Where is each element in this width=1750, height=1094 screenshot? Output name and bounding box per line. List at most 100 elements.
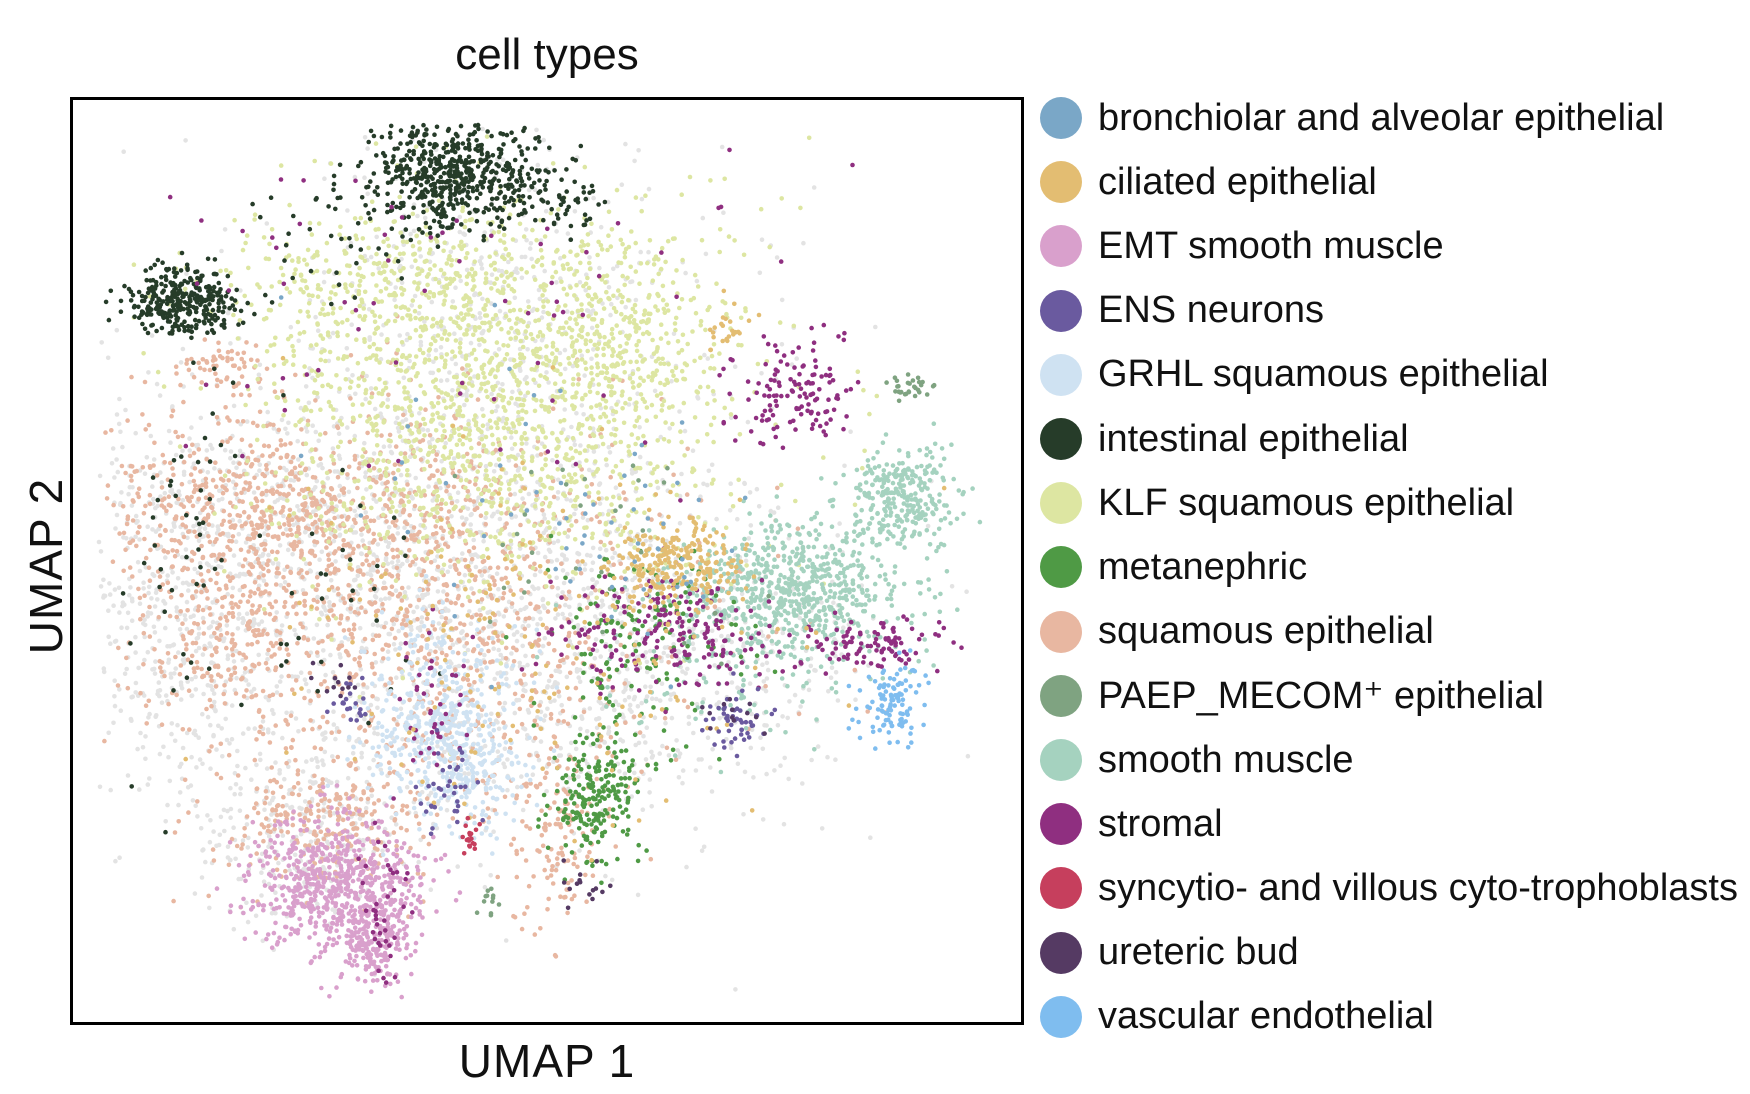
point-unassigned bbox=[497, 308, 503, 314]
point-squamous-epithelial bbox=[241, 360, 247, 365]
point-squamous-epithelial bbox=[369, 602, 375, 607]
point-squamous-epithelial bbox=[350, 550, 356, 556]
point-squamous-epithelial bbox=[285, 533, 290, 538]
point-unassigned bbox=[108, 787, 113, 793]
point-unassigned bbox=[511, 632, 517, 637]
point-squamous-epithelial bbox=[261, 838, 266, 844]
point-squamous-epithelial bbox=[302, 603, 308, 608]
point-unassigned bbox=[165, 644, 170, 649]
point-unassigned bbox=[119, 625, 124, 630]
point-unassigned bbox=[665, 653, 671, 659]
point-squamous-epithelial bbox=[314, 540, 320, 545]
point-squamous-epithelial bbox=[140, 412, 145, 417]
point-unassigned bbox=[196, 625, 202, 631]
point-unassigned bbox=[120, 603, 125, 609]
point-unassigned bbox=[640, 807, 646, 812]
point-unassigned bbox=[257, 362, 263, 368]
point-unassigned bbox=[106, 730, 111, 736]
point-unassigned bbox=[323, 735, 328, 741]
point-squamous-epithelial bbox=[277, 491, 283, 497]
point-squamous-epithelial bbox=[220, 604, 225, 609]
point-squamous-epithelial bbox=[264, 423, 270, 429]
point-squamous-epithelial bbox=[324, 567, 330, 573]
point-squamous-epithelial bbox=[320, 777, 325, 782]
point-squamous-epithelial bbox=[404, 804, 410, 809]
point-unassigned bbox=[117, 855, 122, 860]
point-unassigned bbox=[244, 822, 250, 827]
point-unassigned bbox=[304, 472, 310, 478]
point-squamous-epithelial bbox=[446, 509, 452, 514]
point-unassigned bbox=[152, 630, 158, 635]
point-squamous-epithelial bbox=[230, 652, 236, 658]
point-unassigned bbox=[472, 374, 477, 379]
point-unassigned bbox=[298, 670, 304, 675]
point-unassigned bbox=[638, 249, 643, 255]
point-unassigned bbox=[152, 671, 158, 676]
point-unassigned bbox=[794, 356, 799, 361]
point-unassigned bbox=[339, 640, 345, 645]
point-squamous-epithelial bbox=[240, 419, 246, 424]
point-unassigned bbox=[354, 513, 360, 518]
point-unassigned bbox=[175, 722, 180, 728]
point-squamous-epithelial bbox=[157, 533, 163, 538]
point-unassigned bbox=[450, 642, 456, 647]
point-squamous-epithelial bbox=[223, 405, 228, 410]
point-squamous-epithelial bbox=[499, 577, 505, 582]
point-unassigned bbox=[577, 602, 582, 608]
point-squamous-epithelial bbox=[249, 694, 254, 700]
point-squamous-epithelial bbox=[181, 504, 187, 510]
point-unassigned bbox=[363, 474, 368, 480]
point-unassigned bbox=[308, 839, 314, 845]
point-squamous-epithelial bbox=[351, 626, 357, 632]
point-unassigned bbox=[379, 332, 384, 337]
point-unassigned bbox=[394, 675, 399, 680]
point-unassigned bbox=[519, 595, 524, 601]
point-squamous-epithelial bbox=[519, 721, 525, 727]
point-unassigned bbox=[411, 228, 417, 234]
point-unassigned bbox=[703, 251, 709, 257]
point-squamous-epithelial bbox=[248, 443, 253, 448]
point-squamous-epithelial bbox=[166, 494, 172, 500]
point-squamous-epithelial bbox=[371, 531, 377, 537]
point-unassigned bbox=[609, 877, 615, 883]
point-unassigned bbox=[295, 438, 300, 444]
point-squamous-epithelial bbox=[243, 666, 248, 671]
point-unassigned bbox=[315, 594, 320, 600]
point-unassigned bbox=[276, 561, 281, 566]
point-squamous-epithelial bbox=[550, 584, 555, 590]
point-squamous-epithelial bbox=[392, 635, 398, 641]
point-unassigned bbox=[230, 585, 236, 591]
point-squamous-epithelial bbox=[147, 492, 153, 498]
point-unassigned bbox=[114, 412, 120, 417]
point-squamous-epithelial bbox=[289, 532, 294, 538]
point-squamous-epithelial bbox=[227, 578, 233, 584]
point-unassigned bbox=[205, 813, 210, 818]
point-unassigned bbox=[240, 657, 245, 663]
point-unassigned bbox=[633, 742, 638, 748]
point-squamous-epithelial bbox=[408, 789, 413, 795]
point-unassigned bbox=[231, 926, 237, 932]
point-squamous-epithelial bbox=[517, 706, 523, 712]
point-squamous-epithelial bbox=[275, 566, 280, 571]
point-unassigned bbox=[564, 674, 570, 680]
point-unassigned bbox=[505, 787, 510, 793]
point-squamous-epithelial bbox=[543, 821, 548, 827]
point-squamous-epithelial bbox=[518, 522, 523, 528]
point-squamous-epithelial bbox=[399, 808, 405, 813]
point-squamous-epithelial bbox=[308, 718, 313, 723]
point-unassigned bbox=[291, 522, 296, 528]
point-unassigned bbox=[590, 308, 596, 313]
point-squamous-epithelial bbox=[300, 624, 306, 630]
point-squamous-epithelial bbox=[447, 645, 453, 651]
point-squamous-epithelial bbox=[206, 893, 211, 899]
point-squamous-epithelial bbox=[221, 691, 226, 697]
point-unassigned bbox=[411, 681, 417, 687]
point-unassigned bbox=[150, 527, 155, 532]
point-unassigned bbox=[148, 611, 154, 616]
point-squamous-epithelial bbox=[437, 691, 443, 696]
point-unassigned bbox=[315, 328, 321, 333]
point-unassigned bbox=[371, 451, 377, 456]
point-squamous-epithelial bbox=[608, 474, 613, 480]
point-squamous-epithelial bbox=[566, 696, 572, 702]
